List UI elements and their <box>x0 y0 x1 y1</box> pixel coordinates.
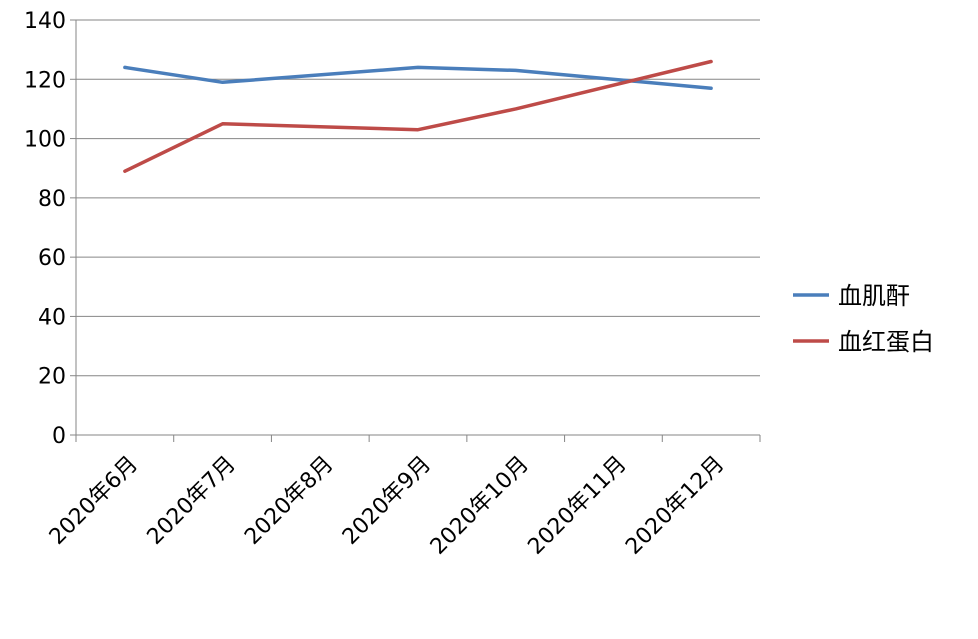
series-line-0 <box>123 65 713 90</box>
data-point <box>709 60 713 64</box>
data-point <box>514 68 518 72</box>
x-tick-label: 2020年12月 <box>621 452 729 560</box>
x-tick-label: 2020年7月 <box>143 452 241 550</box>
y-tick-label: 60 <box>38 246 66 271</box>
y-tick-label: 100 <box>24 128 66 153</box>
series-line-1 <box>123 59 713 173</box>
y-tick-label: 0 <box>52 424 66 449</box>
x-tick-label: 2020年10月 <box>426 452 534 560</box>
data-point <box>709 86 713 90</box>
x-tick-label: 2020年6月 <box>45 452 143 550</box>
legend-label: 血红蛋白 <box>838 328 934 356</box>
data-point <box>416 65 420 69</box>
y-tick-label: 20 <box>38 365 66 390</box>
x-axis-tick-labels: 2020年6月 2020年7月 2020年8月 2020年9月2020年10月2020… <box>45 452 730 560</box>
x-tick-label: 2020年11月 <box>523 452 631 560</box>
data-point <box>221 122 225 126</box>
y-axis-tick-labels: 0 20 40 60 80 100 120 140 <box>24 9 66 449</box>
y-tick-label: 140 <box>24 9 66 34</box>
legend-label: 血肌酐 <box>838 282 910 310</box>
data-point <box>123 169 127 173</box>
data-point <box>514 107 518 111</box>
series-lines <box>123 59 713 173</box>
data-point <box>123 65 127 69</box>
x-tick-label: 2020年9月 <box>338 452 436 550</box>
axes <box>70 19 761 442</box>
x-tick-label: 2020年8月 <box>240 452 338 550</box>
y-tick-label: 120 <box>24 68 66 93</box>
data-point <box>416 128 420 132</box>
data-point <box>221 80 225 84</box>
y-tick-label: 40 <box>38 305 66 330</box>
y-tick-label: 80 <box>38 187 66 212</box>
